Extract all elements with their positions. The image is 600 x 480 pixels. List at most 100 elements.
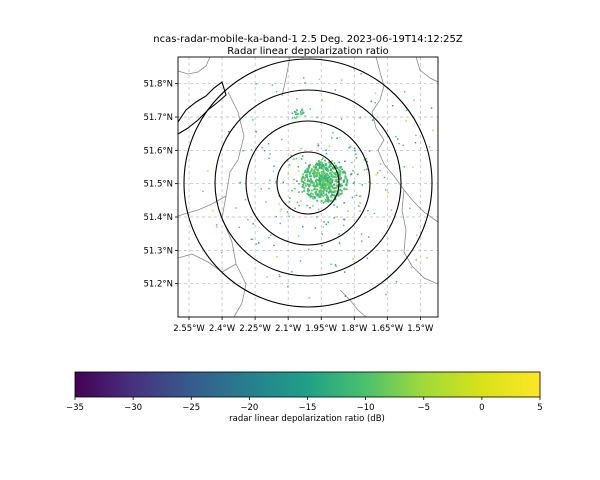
coastline-line (178, 81, 227, 135)
echo-point (270, 234, 272, 236)
echo-point (301, 180, 303, 183)
echo-point (333, 176, 336, 178)
colorbar-tick-label: −30 (124, 403, 142, 413)
echo-point (366, 257, 369, 259)
echo-point (265, 201, 267, 203)
echo-point (311, 181, 314, 184)
echo-point (359, 202, 361, 204)
echo-point (355, 194, 358, 196)
echo-point (312, 172, 314, 175)
echo-point (320, 175, 322, 178)
echo-point (312, 197, 314, 200)
echo-point (346, 180, 349, 183)
echo-point (303, 189, 306, 192)
echo-point (308, 180, 311, 182)
echo-point (316, 179, 319, 181)
echo-point (428, 146, 431, 148)
echo-point (319, 163, 322, 166)
echo-point (342, 171, 344, 174)
echo-point (306, 183, 309, 185)
echo-point (403, 91, 406, 93)
echo-point (374, 92, 377, 94)
echo-point (340, 177, 343, 179)
echo-point (332, 191, 335, 194)
echo-point (320, 178, 322, 180)
echo-point (323, 179, 326, 181)
echo-point (238, 226, 240, 229)
echo-point (338, 241, 341, 244)
echo-point (320, 161, 323, 163)
radar-echoes (202, 57, 434, 299)
echo-point (321, 177, 324, 179)
map-frame (177, 56, 439, 318)
echo-point (307, 184, 310, 186)
echo-point (275, 91, 278, 93)
echo-point (339, 174, 341, 176)
echo-point (298, 170, 300, 172)
echo-point (397, 138, 399, 140)
echo-point (320, 200, 323, 203)
map-background (178, 57, 438, 317)
echo-point (331, 137, 333, 139)
echo-point (316, 185, 319, 188)
echo-point (331, 193, 333, 196)
echo-point (340, 118, 343, 120)
echo-point (303, 187, 306, 189)
boundary-line (233, 263, 247, 317)
echo-point (291, 271, 293, 273)
echo-point (365, 158, 367, 160)
echo-point (294, 207, 296, 210)
map-panel: 2.55°W 2.4°W 2.25°W 2.1°W 1.95°W 1.8°W 1.65°W 1… (143, 56, 439, 334)
echo-point (298, 191, 300, 193)
echo-point (304, 82, 306, 84)
echo-point (301, 57, 304, 58)
echo-point (304, 115, 306, 117)
echo-point (323, 172, 326, 175)
echo-point (416, 234, 418, 236)
echo-point (316, 216, 318, 218)
echo-point (321, 174, 323, 177)
echo-point (334, 198, 337, 201)
echo-point (307, 188, 309, 190)
echo-point (325, 179, 328, 181)
echo-point (330, 174, 333, 176)
colorbar-gradient (74, 371, 541, 398)
echo-point (314, 227, 317, 229)
echo-point (318, 192, 321, 194)
echo-point (375, 174, 377, 176)
boundary-line (339, 289, 367, 317)
x-axis-ticks: 2.55°W 2.4°W 2.25°W 2.1°W 1.95°W 1.8°W 1.65°W 1… (173, 317, 434, 334)
echo-point (325, 223, 327, 226)
colorbar-tick-label: −25 (182, 403, 200, 413)
echo-point (372, 119, 374, 121)
echo-point (309, 170, 312, 173)
echo-point (315, 181, 318, 184)
echo-point (300, 109, 303, 111)
echo-point (331, 184, 334, 187)
colorbar-tick-label: −20 (240, 403, 258, 413)
echo-point (360, 233, 363, 235)
echo-point (313, 196, 316, 198)
echo-point (319, 194, 321, 197)
echo-point (315, 163, 317, 166)
echo-point (302, 180, 304, 183)
echo-point (297, 113, 300, 115)
echo-point (326, 182, 329, 185)
echo-point (339, 172, 342, 175)
echo-point (304, 171, 307, 174)
coastline (178, 81, 227, 135)
echo-point (291, 190, 293, 192)
echo-point (273, 165, 275, 167)
echo-point (301, 109, 304, 112)
echo-point (313, 168, 316, 171)
echo-point (279, 275, 281, 278)
echo-point (367, 210, 369, 212)
echo-point (403, 166, 405, 168)
echo-point (328, 161, 331, 164)
echo-point (275, 215, 277, 218)
echo-point (287, 285, 289, 288)
echo-point (330, 165, 333, 168)
echo-point (318, 160, 320, 162)
y-tick-label: 51.7°N (143, 113, 173, 123)
echo-point (332, 167, 334, 170)
